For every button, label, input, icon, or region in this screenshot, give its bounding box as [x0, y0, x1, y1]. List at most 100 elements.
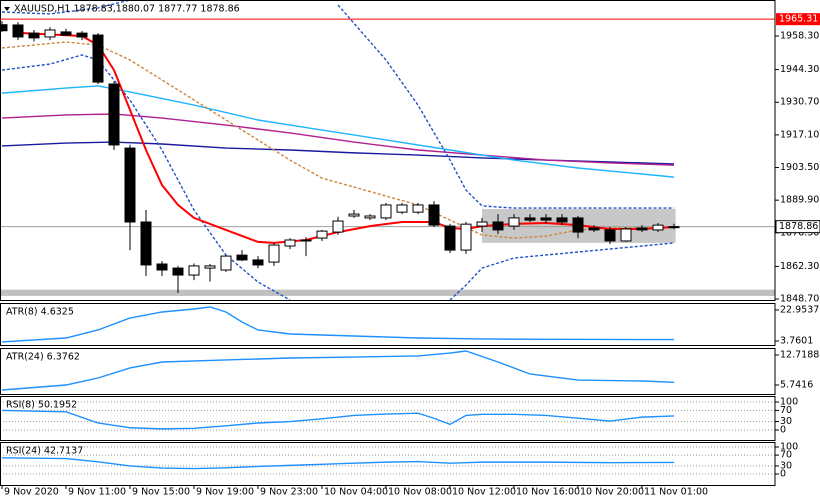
candle-body	[348, 213, 360, 217]
candle-body	[364, 215, 376, 219]
y-tick-label: 5.7416	[780, 379, 813, 390]
panel-border	[0, 348, 776, 395]
panel	[1, 350, 675, 391]
y-tick-label: 100	[780, 441, 798, 452]
candle-body	[508, 217, 520, 227]
x-tick-label: 10 Nov 16:00	[516, 487, 580, 498]
candle-body	[444, 225, 456, 251]
candle-body	[172, 267, 184, 276]
indicator-line	[1, 0, 674, 209]
indicator-line	[1, 350, 675, 391]
indicator-line	[1, 113, 675, 166]
candle-body	[556, 217, 568, 223]
candle-body	[268, 244, 280, 263]
y-tick-label: 1917.10	[780, 129, 819, 140]
menu-triangle	[4, 7, 10, 11]
candle-body	[252, 259, 264, 266]
panel	[1, 306, 675, 343]
last-price-tag	[775, 220, 820, 234]
y-tick-label: 1862.30	[780, 261, 819, 272]
x-tick-label: 11 Nov 01:00	[644, 487, 708, 498]
candle-body	[428, 204, 440, 226]
x-tick-label: 9 Nov 19:00	[196, 487, 254, 498]
panel-title: ATR(24) 6.3762	[6, 352, 80, 363]
candle-body	[124, 147, 136, 223]
indicator-line	[1, 41, 675, 239]
candle-body	[140, 221, 152, 266]
y-tick-label: 0	[780, 425, 786, 436]
y-tick-label: 70	[780, 405, 792, 416]
y-tick-label: 1958.30	[780, 31, 819, 42]
reference-label: 1965.31	[779, 14, 818, 25]
y-tick-label: 0	[780, 469, 786, 480]
y-tick-label: 3.7601	[780, 336, 813, 347]
panel-title: RSI(8) 50.1952	[6, 400, 77, 411]
candle-body	[332, 220, 344, 233]
candle-body	[12, 24, 24, 38]
candle-body	[396, 204, 408, 213]
panel	[0, 446, 775, 475]
panel-border	[0, 0, 776, 301]
panel-title: XAUUSD,H1 1878.83,1880.07 1877.77 1878.8…	[14, 4, 240, 15]
candle-body	[636, 227, 648, 231]
candle-body	[540, 217, 552, 221]
indicator-line	[1, 409, 675, 430]
last-price-label: 1878.86	[779, 221, 818, 232]
y-tick-label: 30	[780, 416, 792, 427]
panel	[0, 401, 775, 431]
candle-body	[76, 32, 88, 38]
panel-title: RSI(24) 42.7137	[6, 446, 83, 457]
candle-body	[476, 221, 488, 227]
candle-body	[412, 204, 424, 213]
panel-border	[0, 442, 776, 486]
x-tick-label: 9 Nov 23:00	[260, 487, 318, 498]
y-tick-label: 70	[780, 450, 792, 461]
candle-body	[316, 230, 328, 239]
candle-body	[652, 224, 664, 231]
candle-body	[44, 29, 56, 38]
zone	[0, 289, 775, 296]
candle-body	[572, 217, 584, 233]
x-tick-label: 9 Nov 2020	[4, 487, 59, 498]
indicator-line	[1, 457, 675, 470]
candle-body	[668, 226, 680, 229]
panel	[0, 0, 775, 300]
candle-body	[28, 32, 40, 39]
candle-body	[284, 239, 296, 247]
candle-body	[204, 265, 216, 269]
candle-body	[604, 229, 616, 242]
indicator-line	[1, 85, 675, 178]
candle-body	[156, 263, 168, 271]
y-tick-label: 1848.70	[780, 294, 819, 305]
y-tick-label: 12.7188	[780, 350, 819, 361]
candle-body	[220, 255, 232, 271]
indicator-line	[1, 54, 675, 300]
candle-body	[188, 265, 200, 276]
x-tick-label: 10 Nov 08:00	[388, 487, 452, 498]
x-tick-label: 9 Nov 11:00	[68, 487, 126, 498]
candle-body	[492, 221, 504, 231]
y-tick-label: 1944.30	[780, 64, 819, 75]
candle-body	[108, 83, 120, 146]
candle-body	[92, 34, 104, 83]
y-tick-label: 30	[780, 460, 792, 471]
y-tick-label: 1889.90	[780, 195, 819, 206]
x-tick-label: 10 Nov 20:00	[580, 487, 644, 498]
candle-body	[620, 228, 632, 242]
candle-body	[0, 24, 8, 32]
candle-body	[460, 223, 472, 251]
y-tick-label: 1903.50	[780, 162, 819, 173]
x-tick-label: 9 Nov 15:00	[132, 487, 190, 498]
candle-body	[60, 31, 72, 36]
candle-body	[300, 239, 312, 242]
indicator-line	[1, 306, 675, 343]
x-tick-label: 10 Nov 12:00	[452, 487, 516, 498]
y-tick-label: 100	[780, 396, 798, 407]
panel-border	[0, 396, 776, 441]
panel-border	[0, 303, 776, 346]
y-tick-label: 22.9537	[780, 305, 819, 316]
reference-tag	[776, 13, 820, 26]
y-tick-label: 1930.70	[780, 97, 819, 108]
